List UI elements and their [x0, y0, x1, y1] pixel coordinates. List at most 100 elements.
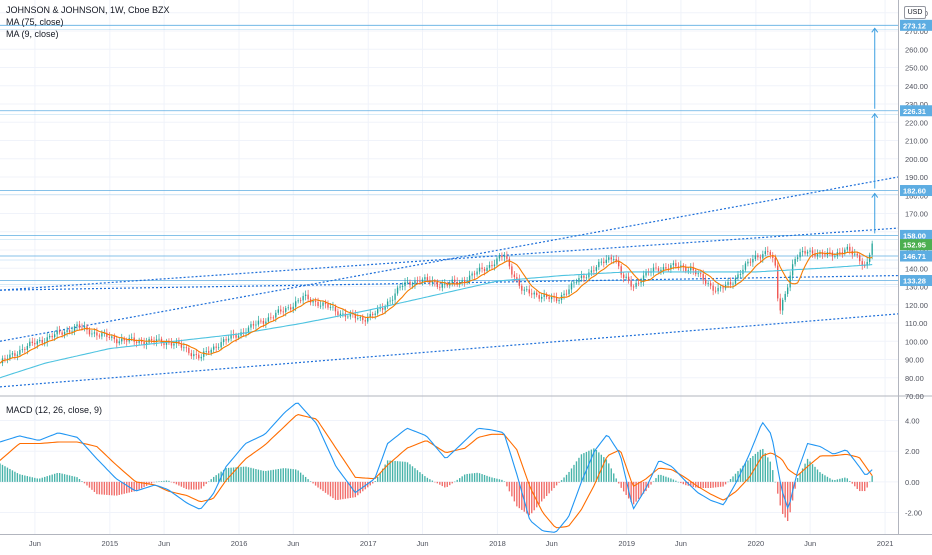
candle-body	[140, 340, 143, 342]
macd-hist-bar	[518, 481, 521, 509]
macd-hist-bar	[163, 480, 165, 482]
macd-hist-bar	[374, 481, 376, 482]
candle-body	[536, 292, 538, 296]
candle-body	[640, 281, 642, 284]
macd-hist-bar	[113, 481, 115, 496]
price-tag-label: 152.95	[903, 241, 926, 250]
macd-hist-bar	[851, 481, 853, 484]
macd-hist-bar	[81, 481, 83, 482]
macd-legend[interactable]: MACD (12, 26, close, 9)	[6, 405, 103, 415]
macd-hist-bar	[476, 472, 478, 482]
macd-hist-bar	[295, 469, 297, 482]
candle-body	[729, 282, 732, 285]
symbol-title[interactable]: JOHNSON & JOHNSON, 1W, Cboe BZX	[6, 5, 170, 15]
time-axis[interactable]: Jun 2015 Jun 2016 Jun 2017 Jun 2018 Jun 2019 Jun 20…	[29, 539, 932, 548]
macd-hist-bar	[39, 478, 41, 482]
candle-body	[861, 261, 863, 266]
candle-body	[757, 255, 759, 258]
candle-body	[540, 296, 543, 299]
candle-body	[461, 280, 463, 283]
candle-body	[824, 254, 826, 256]
macd-hist-bar	[277, 469, 279, 482]
macd-hist-bar	[682, 481, 684, 485]
macd-hist-bar	[739, 468, 742, 482]
macd-hist-bar	[195, 481, 197, 490]
macd-hist-bar	[714, 481, 717, 488]
candle-body	[521, 285, 523, 291]
macd-hist-bar	[463, 474, 466, 482]
candle-body	[158, 338, 160, 340]
candle-body	[545, 294, 548, 298]
macd-hist-bar	[672, 479, 675, 482]
macd-hist-bar	[21, 474, 24, 482]
candle-body	[369, 313, 371, 318]
candle-body	[608, 257, 610, 260]
macd-hist-bar	[68, 475, 71, 482]
candle-body	[749, 261, 752, 263]
macd-hist-bar	[424, 476, 426, 482]
candle-body	[404, 282, 406, 287]
candle-body	[486, 267, 488, 271]
candle-body	[155, 339, 158, 342]
macd-hist-bar	[322, 481, 324, 492]
macd-hist-bar	[307, 479, 309, 482]
macd-hist-bar	[712, 481, 714, 488]
candle-body	[185, 347, 188, 349]
macd-hist-bar	[488, 476, 491, 482]
macd-hist-bar	[116, 481, 118, 496]
price-tick-label: 120.00	[905, 301, 928, 310]
macd-hist-bar	[6, 467, 9, 482]
candle-body	[414, 280, 416, 285]
time-tick-label: Jun	[29, 539, 41, 548]
candle-body	[568, 289, 570, 295]
price-tick-label: 200.00	[905, 155, 928, 164]
macd-hist-bar	[118, 481, 120, 495]
macd-hist-bar	[575, 461, 578, 482]
candle-body	[431, 281, 434, 283]
macd-axis[interactable]: -2.00 0.00 2.00 4.00	[905, 417, 922, 518]
candle-body	[739, 274, 742, 275]
macd-hist-bar	[747, 460, 749, 482]
candle-body	[441, 283, 443, 288]
ma9-legend[interactable]: MA (9, close)	[6, 29, 59, 39]
price-tick-label: 170.00	[905, 210, 928, 219]
macd-hist-bar	[203, 481, 205, 487]
candle-body	[98, 335, 101, 337]
macd-hist-bar	[737, 471, 739, 482]
candle-body	[523, 289, 525, 291]
macd-hist-bar	[133, 481, 135, 492]
candle-body	[595, 267, 598, 271]
macd-hist-bar	[36, 478, 38, 482]
projection-arrows	[871, 27, 879, 234]
candle-body	[779, 298, 781, 311]
candle-body	[222, 339, 225, 343]
candle-body	[260, 320, 262, 322]
candle-body	[772, 254, 774, 259]
candle-body	[685, 267, 687, 272]
candle-body	[78, 324, 81, 328]
macd-hist-bar	[135, 481, 138, 491]
macd-hist-bar	[265, 470, 267, 482]
ma75-legend[interactable]: MA (75, close)	[6, 17, 64, 27]
macd-hist-bar	[270, 470, 272, 482]
candle-body	[854, 253, 856, 255]
macd-hist-bar	[309, 481, 312, 482]
candle-body	[618, 261, 620, 267]
macd-hist-bar	[675, 480, 677, 482]
macd-hist-bar	[16, 473, 19, 482]
candle-body	[871, 243, 873, 255]
candle-body	[722, 287, 724, 289]
candle-body	[220, 342, 222, 348]
macd-hist-bar	[170, 481, 173, 483]
currency-badge[interactable]: USD	[904, 6, 926, 19]
candle-body	[692, 267, 694, 271]
candle-body	[19, 349, 21, 355]
candle-body	[367, 317, 369, 322]
macd-hist-bar	[354, 481, 357, 498]
candle-body	[866, 261, 868, 266]
macd-hist-bar	[801, 468, 804, 482]
macd-hist-bar	[421, 474, 424, 482]
candle-body	[399, 286, 401, 288]
candle-body	[794, 258, 796, 265]
